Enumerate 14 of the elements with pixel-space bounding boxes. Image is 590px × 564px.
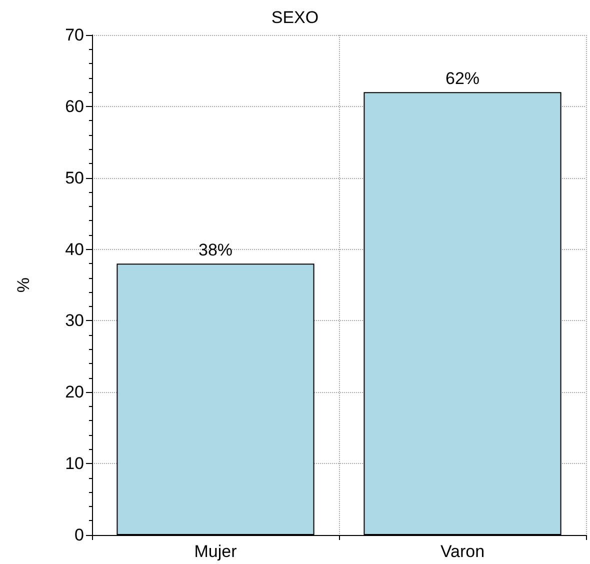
y-tick-label: 50 [65, 168, 84, 188]
y-axis-title: % [14, 277, 33, 293]
x-tick-label: Mujer [194, 542, 238, 561]
chart-title: SEXO [271, 8, 319, 27]
y-tick-label: 20 [65, 382, 84, 402]
y-tick-label: 10 [65, 454, 84, 474]
y-tick-label: 60 [65, 96, 84, 116]
x-tick-label: Varon [440, 542, 485, 561]
y-tick-label: 30 [65, 311, 84, 330]
y-tick-label: 40 [65, 240, 84, 259]
data-label: 62% [445, 69, 480, 88]
data-label: 38% [198, 240, 233, 260]
y-tick-label: 0 [74, 526, 84, 544]
y-tick-label: 70 [65, 26, 84, 44]
